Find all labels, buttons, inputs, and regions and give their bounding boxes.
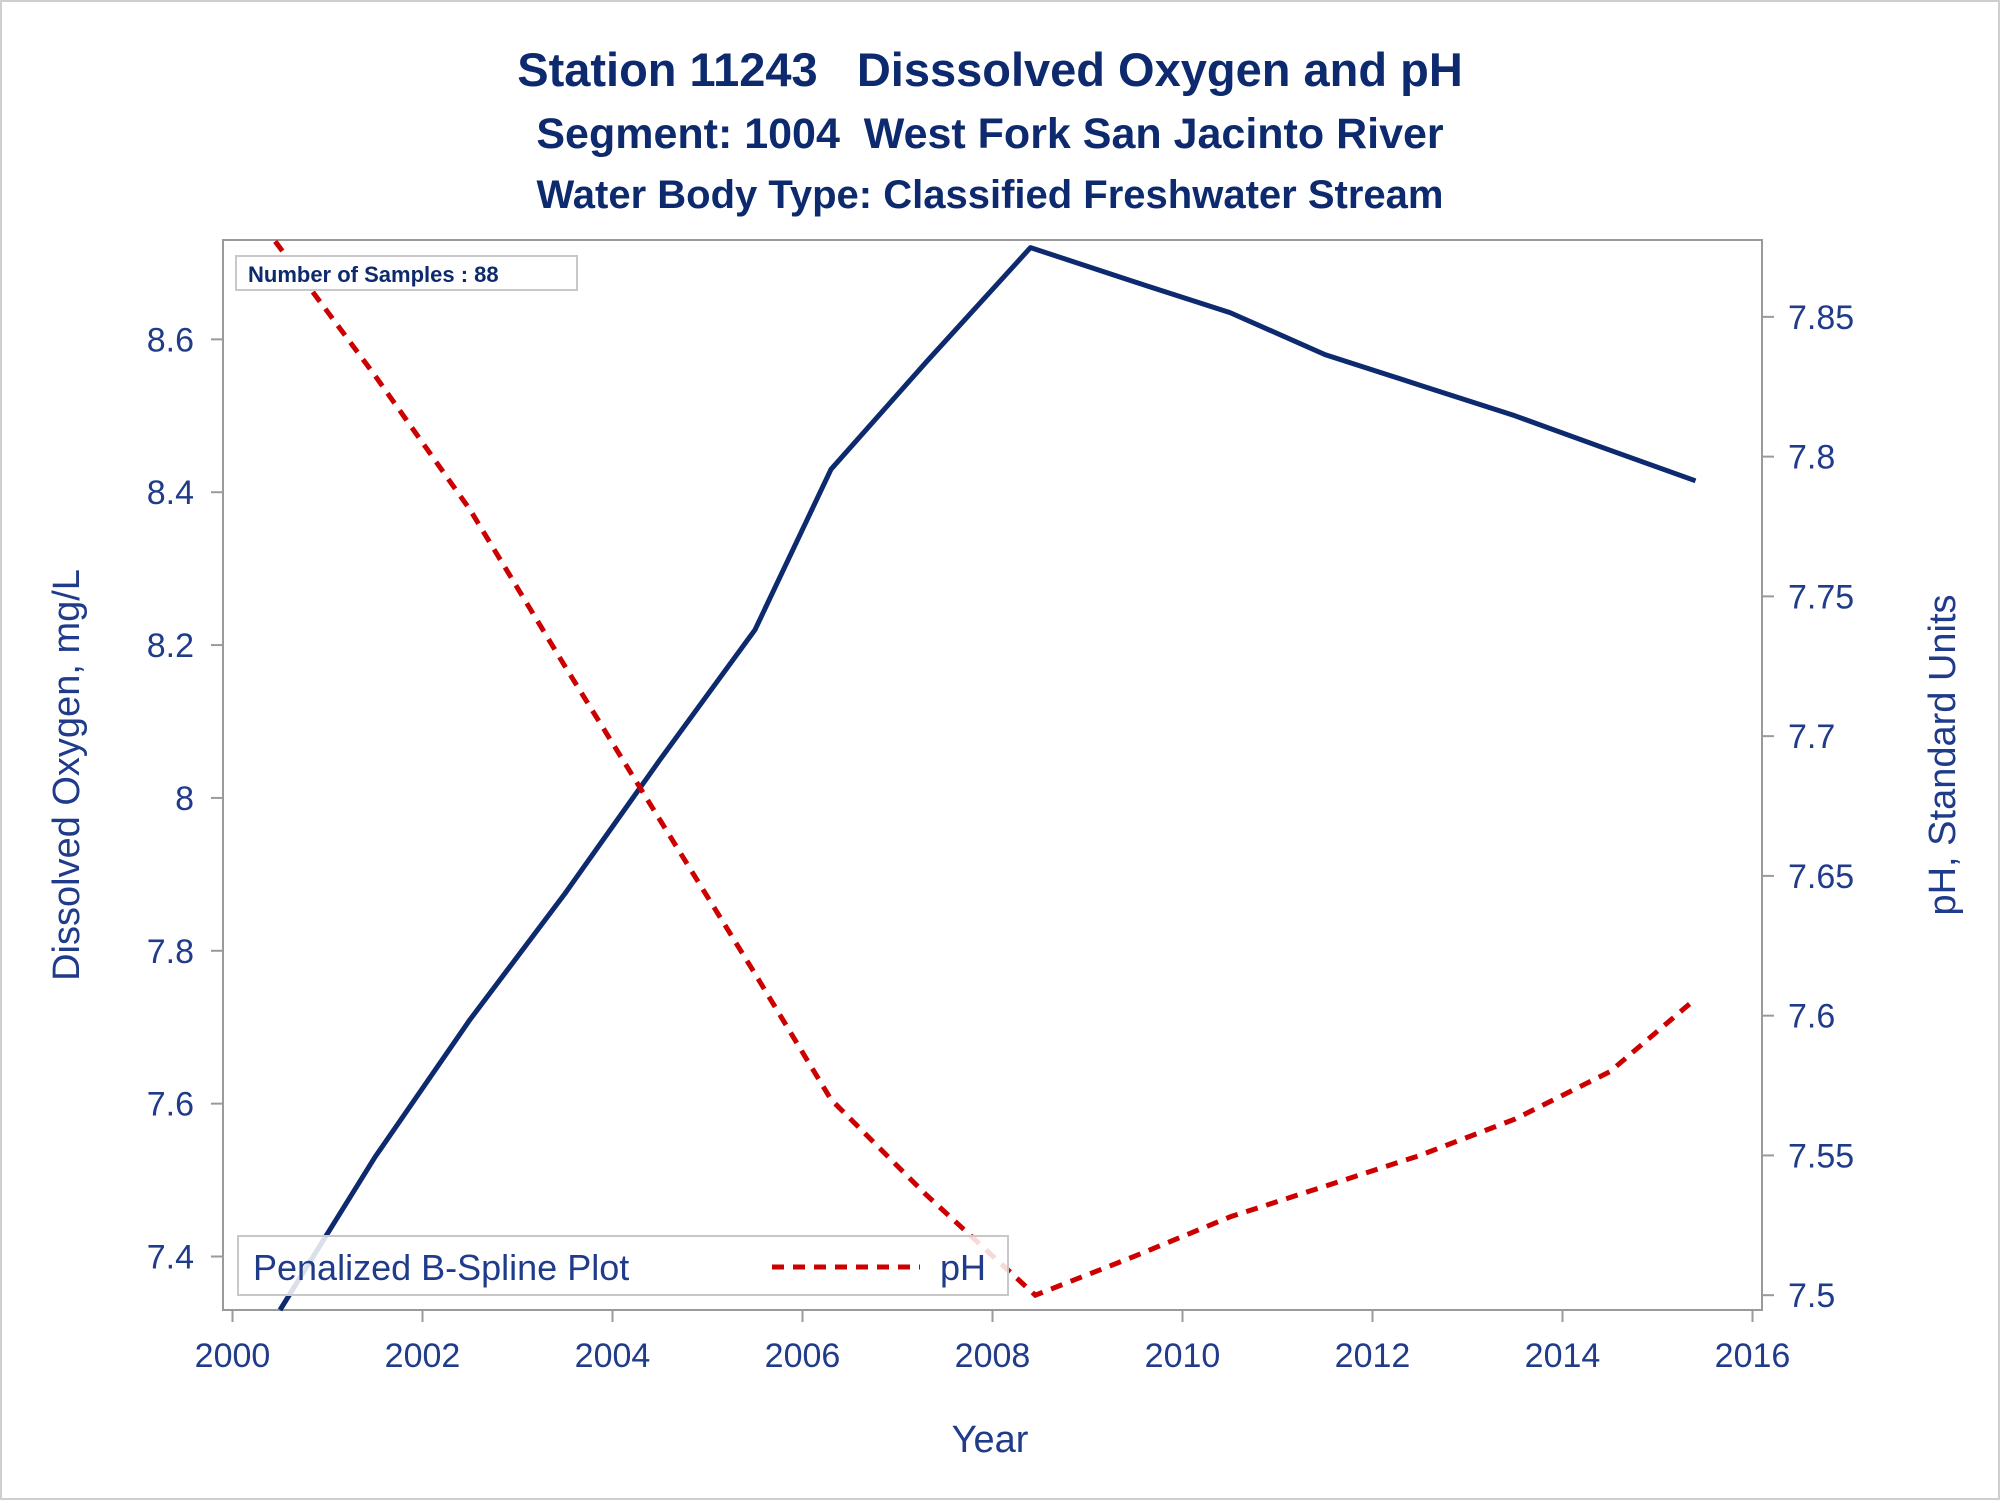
x-tick-label: 2008 bbox=[955, 1337, 1031, 1375]
y-tick-label: 7.4 bbox=[147, 1239, 194, 1277]
y2-axis-label: pH, Standard Units bbox=[1922, 594, 1964, 915]
y2-tick-label: 7.6 bbox=[1788, 998, 1835, 1036]
y-tick-label: 7.6 bbox=[147, 1086, 194, 1124]
legend: Penalized B-Spline Plot pH bbox=[237, 1235, 1009, 1296]
plot-area-border bbox=[222, 239, 1763, 1311]
x-axis-ticks: 2000 2002 2004 2006 2008 2010 2012 2014 2016 bbox=[195, 1310, 1791, 1375]
y2-tick-label: 7.7 bbox=[1788, 718, 1835, 756]
x-tick-label: 2016 bbox=[1715, 1337, 1791, 1375]
x-tick-label: 2014 bbox=[1525, 1337, 1601, 1375]
x-tick-label: 2002 bbox=[385, 1337, 461, 1375]
y2-axis-ticks: 7.5 7.55 7.6 7.65 7.7 7.75 7.8 7.85 bbox=[1762, 299, 1854, 1315]
series-line-dissolved-oxygen bbox=[277, 245, 1697, 1312]
series-line-ph bbox=[273, 239, 1698, 1299]
y2-tick-label: 7.55 bbox=[1788, 1137, 1854, 1175]
y2-tick-label: 7.65 bbox=[1788, 858, 1854, 896]
y-tick-label: 8 bbox=[175, 780, 194, 818]
legend-title: Penalized B-Spline Plot bbox=[253, 1247, 629, 1288]
sample-count-annotation: Number of Samples : 88 bbox=[235, 255, 578, 291]
y2-tick-label: 7.75 bbox=[1788, 578, 1854, 616]
y2-tick-label: 7.85 bbox=[1788, 299, 1854, 337]
y-tick-label: 8.6 bbox=[147, 321, 194, 359]
y2-tick-label: 7.8 bbox=[1788, 439, 1835, 477]
x-tick-label: 2010 bbox=[1145, 1337, 1221, 1375]
x-tick-label: 2012 bbox=[1335, 1337, 1411, 1375]
annotation-box bbox=[235, 255, 578, 291]
chart-subtitle-2: Water Body Type: Classified Freshwater S… bbox=[537, 173, 1444, 217]
x-tick-label: 2000 bbox=[195, 1337, 271, 1375]
x-axis-label: Year bbox=[952, 1419, 1029, 1461]
y2-tick-label: 7.5 bbox=[1788, 1277, 1835, 1315]
x-tick-label: 2004 bbox=[575, 1337, 651, 1375]
y-tick-label: 8.2 bbox=[147, 627, 194, 665]
y-axis-ticks: 7.4 7.6 7.8 8 8.2 8.4 8.6 bbox=[147, 321, 223, 1277]
x-tick-label: 2006 bbox=[765, 1337, 841, 1375]
legend-entry-ph: pH bbox=[940, 1247, 986, 1288]
y-tick-label: 7.8 bbox=[147, 933, 194, 971]
chart-title: Station 11243 Disssolved Oxygen and pH bbox=[517, 43, 1463, 96]
y-tick-label: 8.4 bbox=[147, 474, 194, 512]
y-axis-label: Dissolved Oxygen, mg/L bbox=[46, 569, 88, 981]
sample-count-text: Number of Samples : 88 bbox=[248, 262, 499, 287]
chart-subtitle: Segment: 1004 West Fork San Jacinto Rive… bbox=[536, 110, 1444, 158]
